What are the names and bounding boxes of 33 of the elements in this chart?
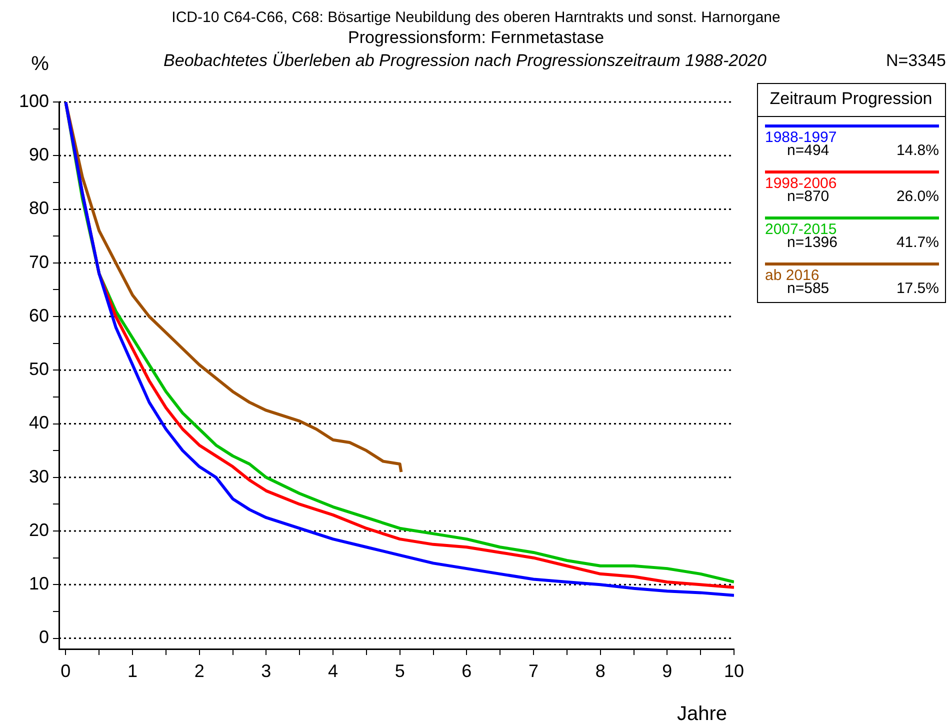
text: 14.8%: [896, 142, 939, 159]
y-tick-label: 60: [28, 305, 49, 326]
y-tick-label: 80: [28, 198, 49, 218]
x-tick-label: 2: [194, 660, 204, 681]
x-tick-label: 3: [261, 660, 272, 681]
x-tick-label: 10: [724, 660, 744, 681]
y-tick-label: 90: [28, 144, 49, 165]
y-tick-label: 100: [18, 90, 49, 111]
y-tick-label: 50: [28, 359, 49, 380]
x-tick-label: 7: [528, 660, 539, 681]
y-tick-label: 30: [28, 466, 49, 486]
x-tick-label: 5: [394, 660, 405, 681]
y-tick-label: 10: [28, 574, 49, 594]
y-tick-label: 0: [38, 627, 49, 648]
chart-subtitle: Progressionsform: Fernmetastase: [348, 28, 604, 47]
text: N=3345: [886, 51, 946, 70]
x-tick-label: 9: [662, 660, 672, 681]
text: 26.0%: [896, 188, 939, 205]
text: Beobachtetes Überleben ab Progression nach Progressionszeitraum 1988-2020: [164, 51, 768, 70]
y-tick-label: 20: [28, 520, 49, 540]
text: 41.7%: [896, 234, 939, 251]
chart-title: ICD-10 C64-C66, C68: Bösartige Neubildung des oberen Harntrakts und sonst. Harnorgane: [172, 9, 780, 26]
x-tick-label: 6: [462, 660, 472, 681]
x-tick-label: 4: [328, 660, 338, 681]
x-tick-label: 0: [60, 660, 71, 681]
x-tick-label: 1: [128, 660, 138, 681]
y-axis-title: %: [31, 53, 50, 75]
legend-title: Zeitraum Progression: [770, 89, 932, 108]
x-axis-title: Jahre: [676, 703, 728, 725]
text: 17.5%: [896, 280, 939, 297]
y-tick-label: 40: [28, 412, 49, 433]
y-tick-label: 70: [28, 252, 49, 272]
x-tick-label: 8: [595, 660, 606, 681]
